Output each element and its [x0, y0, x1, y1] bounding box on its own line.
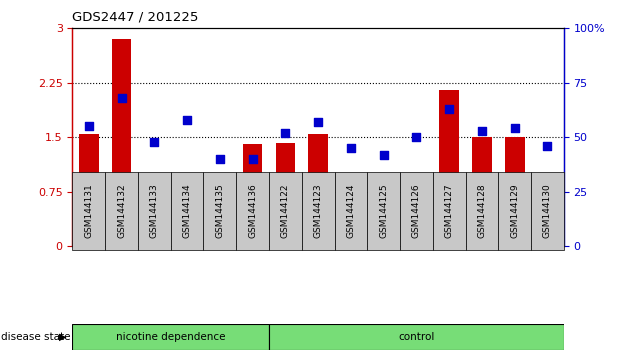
Bar: [472, 137, 492, 246]
Bar: [112, 39, 132, 246]
Point: [411, 135, 421, 140]
Bar: [531, 172, 564, 250]
Bar: [466, 172, 498, 250]
Point: [215, 156, 225, 162]
Text: GSM144122: GSM144122: [281, 183, 290, 238]
Text: control: control: [398, 332, 435, 342]
Text: GSM144129: GSM144129: [510, 183, 519, 238]
Point: [182, 117, 192, 122]
Point: [84, 124, 94, 129]
Text: GDS2447 / 201225: GDS2447 / 201225: [72, 11, 199, 24]
Bar: [537, 187, 558, 246]
Point: [313, 119, 323, 125]
Bar: [243, 144, 263, 246]
Bar: [367, 172, 400, 250]
Point: [346, 145, 356, 151]
Bar: [406, 221, 427, 246]
Bar: [105, 172, 138, 250]
Text: GSM144132: GSM144132: [117, 183, 126, 238]
Point: [477, 128, 487, 133]
Point: [444, 106, 454, 112]
Bar: [177, 194, 197, 246]
Bar: [72, 324, 269, 350]
Point: [149, 139, 159, 144]
Bar: [210, 195, 230, 246]
Text: disease state: disease state: [1, 332, 70, 342]
Bar: [439, 90, 459, 246]
Bar: [269, 324, 564, 350]
Bar: [72, 172, 105, 250]
Bar: [138, 172, 171, 250]
Bar: [275, 143, 295, 246]
Text: GSM144134: GSM144134: [183, 183, 192, 238]
Text: GSM144130: GSM144130: [543, 183, 552, 238]
Bar: [433, 172, 466, 250]
Text: GSM144123: GSM144123: [314, 183, 323, 238]
Point: [248, 156, 258, 162]
Text: GSM144126: GSM144126: [412, 183, 421, 238]
Text: GSM144124: GSM144124: [346, 183, 355, 238]
Text: GSM144128: GSM144128: [478, 183, 486, 238]
Bar: [374, 218, 394, 246]
Bar: [144, 181, 164, 246]
Bar: [79, 133, 99, 246]
Bar: [308, 133, 328, 246]
Text: GSM144135: GSM144135: [215, 183, 224, 238]
Text: GSM144127: GSM144127: [445, 183, 454, 238]
Point: [510, 126, 520, 131]
Text: GSM144125: GSM144125: [379, 183, 388, 238]
Bar: [203, 172, 236, 250]
Bar: [341, 221, 361, 246]
Bar: [400, 172, 433, 250]
Bar: [335, 172, 367, 250]
Point: [542, 143, 553, 149]
Point: [280, 130, 290, 136]
Text: GSM144133: GSM144133: [150, 183, 159, 238]
Bar: [236, 172, 269, 250]
Text: ▶: ▶: [59, 332, 66, 342]
Point: [117, 95, 127, 101]
Bar: [269, 172, 302, 250]
Text: GSM144131: GSM144131: [84, 183, 93, 238]
Bar: [505, 137, 525, 246]
Bar: [498, 172, 531, 250]
Text: GSM144136: GSM144136: [248, 183, 257, 238]
Text: nicotine dependence: nicotine dependence: [116, 332, 226, 342]
Bar: [302, 172, 335, 250]
Bar: [171, 172, 203, 250]
Point: [379, 152, 389, 158]
